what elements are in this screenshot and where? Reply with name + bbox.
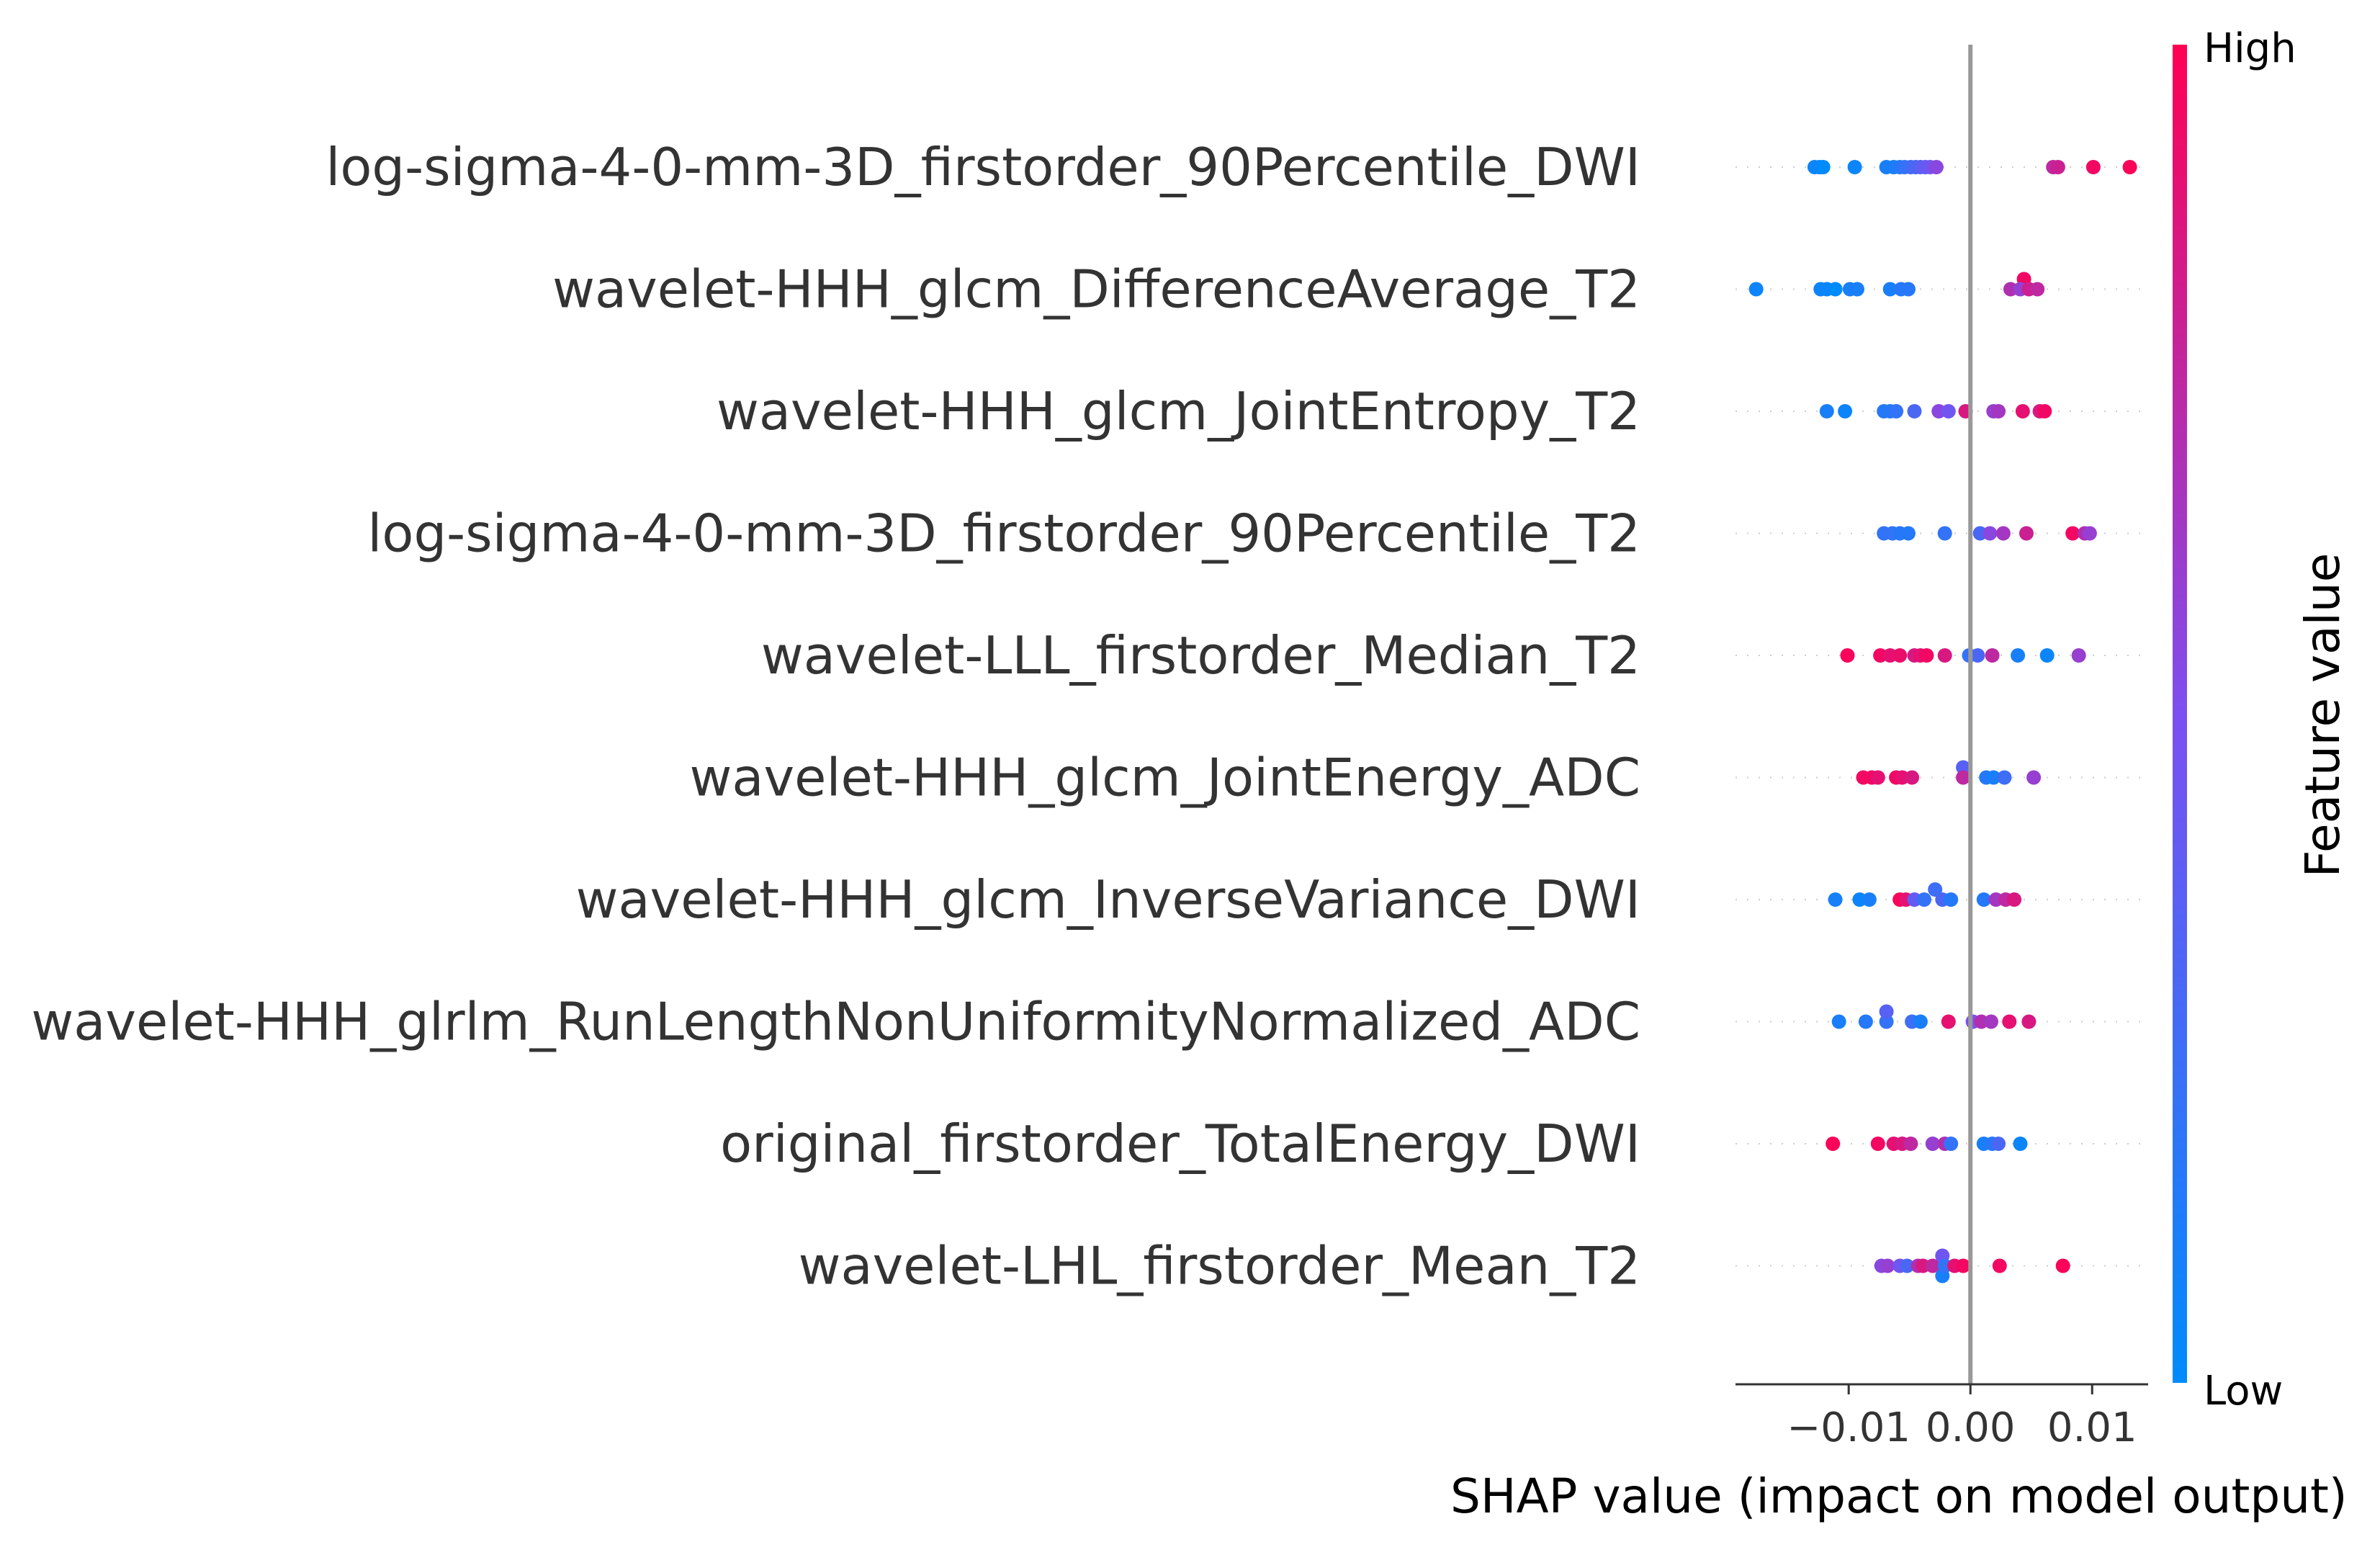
feature-label: wavelet-HHH_glcm_JointEntropy_T2 — [717, 381, 1640, 442]
shap-point — [1858, 1014, 1873, 1029]
shap-point — [2050, 160, 2065, 174]
colorbar-high-label: High — [2204, 25, 2296, 72]
feature-label: wavelet-HHH_glrlm_RunLengthNonUniformity… — [31, 992, 1640, 1052]
feature-label: wavelet-HHH_glcm_JointEnergy_ADC — [690, 748, 1640, 808]
x-tick-label: 0.01 — [2047, 1404, 2137, 1451]
shap-point — [1901, 526, 1916, 541]
feature-label: wavelet-LLL_firstorder_Median_T2 — [761, 625, 1640, 686]
shap-point — [1838, 404, 1853, 418]
shap-point — [1919, 648, 1934, 663]
shap-point — [1917, 892, 1931, 907]
shap-point — [1882, 282, 1898, 297]
x-axis: −0.01 0.00 0.01 — [1735, 1383, 2148, 1451]
shap-point — [2037, 404, 2052, 418]
shap-point — [1907, 404, 1922, 418]
shap-point — [2011, 648, 2026, 663]
shap-point — [1826, 1137, 1841, 1151]
shap-point — [1944, 1137, 1959, 1151]
shap-point — [1997, 770, 2012, 785]
shap-point — [1828, 282, 1843, 297]
feature-label: log-sigma-4-0-mm-3D_firstorder_90Percent… — [325, 137, 1640, 197]
shap-point — [1937, 648, 1952, 663]
shap-point — [1880, 1258, 1895, 1273]
feature-label: original_firstorder_TotalEnergy_DWI — [720, 1113, 1640, 1174]
colorbar-bar — [2173, 45, 2187, 1383]
shap-point — [2019, 526, 2034, 541]
shap-point — [2026, 770, 2042, 785]
feature-label: log-sigma-4-0-mm-3D_firstorder_90Percent… — [367, 503, 1640, 564]
feature-label: wavelet-LHL_firstorder_Mean_T2 — [799, 1236, 1640, 1296]
shap-point — [1986, 770, 2001, 785]
shap-point — [2065, 526, 2080, 541]
shap-point — [1956, 770, 1971, 785]
shap-point — [1901, 282, 1916, 297]
shap-point — [2055, 1258, 2070, 1273]
shap-point — [2071, 648, 2086, 663]
shap-point — [1991, 1137, 2006, 1151]
shap-point — [1870, 770, 1885, 785]
shap-point — [1992, 1258, 2007, 1273]
shap-point — [1862, 892, 1877, 907]
shap-point — [1903, 1137, 1918, 1151]
shap-point — [1944, 892, 1959, 907]
shap-point — [2039, 648, 2055, 663]
shap-point — [1925, 1258, 1940, 1273]
x-ticks: −0.01 0.00 0.01 — [1787, 1384, 2137, 1451]
shap-point — [1925, 1137, 1940, 1151]
shap-point — [2002, 1014, 2017, 1029]
x-tick-label: 0.00 — [1926, 1404, 2016, 1451]
shap-point — [1970, 648, 1985, 663]
shap-point — [1956, 1258, 1971, 1273]
feature-label: wavelet-HHH_glcm_DifferenceAverage_T2 — [552, 259, 1640, 320]
x-axis-title: SHAP value (impact on model output) — [1450, 1469, 2348, 1524]
shap-point — [1850, 282, 1864, 297]
shap-point — [1831, 1014, 1846, 1029]
shap-point — [1889, 404, 1904, 418]
shap-point — [2007, 892, 2022, 907]
rows-layer: log-sigma-4-0-mm-3D_firstorder_90Percent… — [31, 137, 2148, 1296]
shap-point — [2082, 526, 2097, 541]
shap-point — [2013, 1137, 2028, 1151]
shap-point — [1984, 1014, 1998, 1029]
shap-point — [1937, 526, 1952, 541]
shap-point — [1941, 404, 1956, 418]
shap-point — [2122, 160, 2137, 174]
shap-point — [1928, 160, 1944, 174]
colorbar: High Low Feature value — [2173, 25, 2350, 1415]
shap-point — [1900, 1258, 1915, 1273]
shap-point — [1956, 760, 1971, 775]
shap-point — [1819, 404, 1834, 418]
shap-point — [2085, 160, 2101, 174]
shap-point — [1941, 1014, 1956, 1029]
shap-point — [1748, 282, 1764, 297]
colorbar-title: Feature value — [2295, 553, 2350, 878]
shap-point — [1870, 1137, 1885, 1151]
points-layer — [1748, 160, 2137, 1283]
shap-point — [1976, 892, 1991, 907]
feature-label: wavelet-HHH_glcm_InverseVariance_DWI — [576, 869, 1640, 930]
shap-point — [1847, 160, 1862, 174]
colorbar-low-label: Low — [2204, 1368, 2283, 1415]
shap-point — [1985, 648, 2000, 663]
shap-point — [1913, 1014, 1928, 1029]
shap-point — [1995, 526, 2011, 541]
shap-point — [1840, 648, 1855, 663]
shap-point — [2015, 404, 2030, 418]
shap-point — [2021, 1014, 2037, 1029]
shap-point — [2030, 282, 2045, 297]
shap-point — [1991, 404, 2006, 418]
shap-point — [1982, 526, 1998, 541]
shap-point — [1828, 892, 1843, 907]
shap-point — [1905, 770, 1920, 785]
shap-point — [1879, 1014, 1894, 1029]
shap-point — [1879, 1004, 1894, 1019]
x-tick-label: −0.01 — [1787, 1404, 1910, 1451]
shap-point — [1928, 882, 1943, 897]
shap-point — [1815, 160, 1831, 174]
shap-point — [1892, 648, 1908, 663]
